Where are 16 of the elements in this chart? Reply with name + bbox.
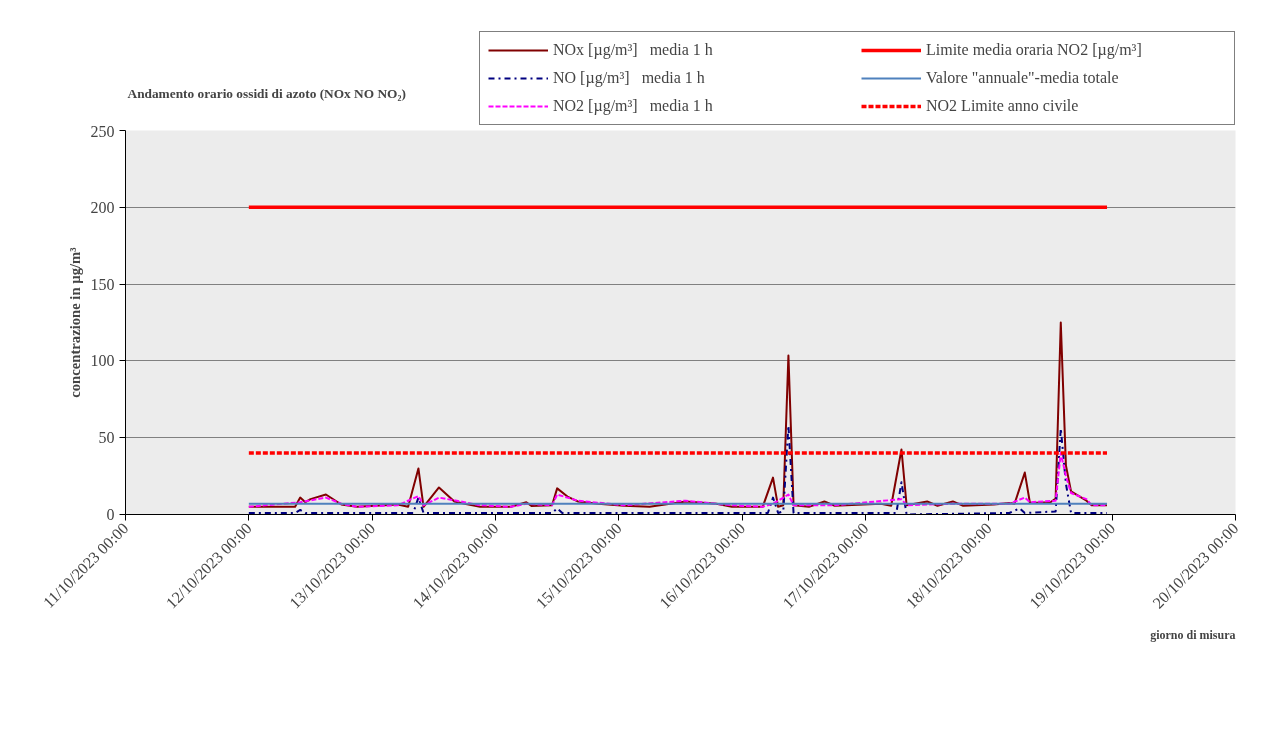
- x-axis-title: giorno di misura: [1150, 627, 1236, 642]
- y-tick-label: 0: [106, 506, 115, 523]
- legend-label: NO2 [µg/m³] media 1 h: [553, 96, 714, 116]
- y-tick-label: 150: [90, 275, 115, 293]
- y-tick-label: 250: [90, 122, 115, 140]
- y-axis-title: concentrazione in µg/m³: [66, 246, 83, 398]
- legend-label: NOx [µg/m³] media 1 h: [553, 40, 714, 60]
- legend-label: NO2 Limite anno civile: [926, 96, 1080, 116]
- chart-title: Andamento orario ossidi di azoto (NOx NO NO₂): [127, 85, 406, 101]
- legend-label: NO [µg/m³] media 1 h: [553, 68, 706, 88]
- legend-label: Limite media oraria NO2 [µg/m³]: [926, 40, 1143, 60]
- y-tick-label: 50: [98, 429, 115, 447]
- y-tick-label: 100: [90, 352, 115, 370]
- line-series: [247, 424, 1109, 515]
- y-tick-label: 200: [90, 198, 115, 216]
- legend-label: Valore "annuale"-media totale: [926, 68, 1120, 88]
